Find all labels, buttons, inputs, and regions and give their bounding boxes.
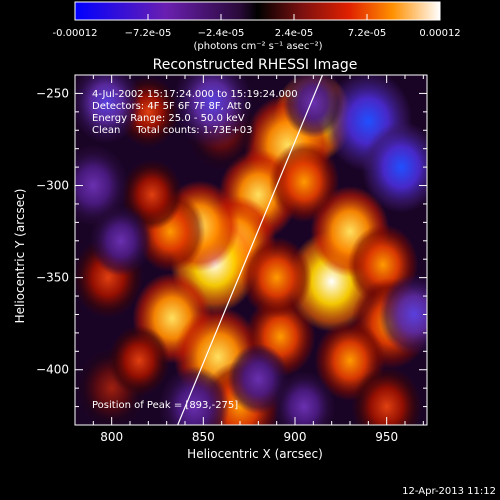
negative-blob <box>282 75 345 139</box>
x-axis-label: Heliocentric X (arcsec) <box>187 447 323 461</box>
colorbar-ticks: -0.00012 −7.2e-05 −2.4e-05 2.4e-05 7.2e-05 0.… <box>53 14 461 39</box>
y-axis-label: Heliocentric Y (arcsec) <box>13 189 27 324</box>
emission-blob <box>268 141 340 223</box>
negative-blob <box>75 75 142 144</box>
colorbar-strip <box>74 1 441 21</box>
colorbar-tick-label: 2.4e-05 <box>275 28 313 39</box>
negative-blob <box>273 371 335 425</box>
y-tick-label: −400 <box>36 363 69 377</box>
emission-blob <box>351 366 422 425</box>
y-tick-label: −250 <box>36 86 69 100</box>
negative-blob <box>75 145 129 226</box>
negative-blob <box>158 366 230 425</box>
info-line-2: Detectors: 4F 5F 6F 7F 8F, Att 0 <box>92 101 251 112</box>
negative-blob <box>172 75 253 149</box>
negative-blob <box>90 205 152 277</box>
plot-area: 800 850 900 950 −250 −300 −350 −400 4-Jul-2002 … <box>36 74 428 444</box>
negative-blob <box>227 343 290 415</box>
info-line-3: Energy Range: 25.0 - 50.0 keV <box>92 113 245 124</box>
colorbar: -0.00012 −7.2e-05 −2.4e-05 2.4e-05 7.2e-05 0.… <box>53 1 461 52</box>
axes: 800 850 900 950 −250 −300 −350 −400 <box>36 74 427 444</box>
y-tick-label: −300 <box>36 179 69 193</box>
colorbar-tick-label: -0.00012 <box>53 28 98 39</box>
colorbar-tick-label: 0.00012 <box>419 28 460 39</box>
x-tick-label: 800 <box>100 430 123 444</box>
solar-limb-line <box>177 75 324 425</box>
negative-blob <box>361 121 427 213</box>
x-tick-label: 850 <box>192 430 215 444</box>
heatmap-image <box>75 75 427 425</box>
negative-blob <box>378 274 427 355</box>
plot-frame <box>74 74 428 426</box>
info-line-1: 4-Jul-2002 15:17:24.000 to 15:19:24.000 <box>92 89 298 100</box>
footer-date: 12-Apr-2013 11:12 <box>402 486 496 497</box>
x-tick-label: 950 <box>375 430 398 444</box>
peak-position-label: Position of Peak = [893,-275] <box>92 400 238 411</box>
info-box: 4-Jul-2002 15:17:24.000 to 15:19:24.000 … <box>92 89 298 136</box>
colorbar-unit-label: (photons cm⁻² s⁻¹ asec⁻²) <box>193 41 322 52</box>
x-tick-label: 900 <box>284 430 307 444</box>
emission-blob <box>108 325 170 396</box>
emission-blob <box>241 237 312 319</box>
y-tick-label: −350 <box>36 271 69 285</box>
colorbar-tick-label: 7.2e-05 <box>348 28 386 39</box>
colorbar-tick-label: −2.4e-05 <box>198 28 245 39</box>
chart-title: Reconstructed RHESSI Image <box>153 57 358 73</box>
colorbar-tick-label: −7.2e-05 <box>125 28 172 39</box>
info-line-4: Clean Total counts: 1.73E+03 <box>92 125 252 136</box>
